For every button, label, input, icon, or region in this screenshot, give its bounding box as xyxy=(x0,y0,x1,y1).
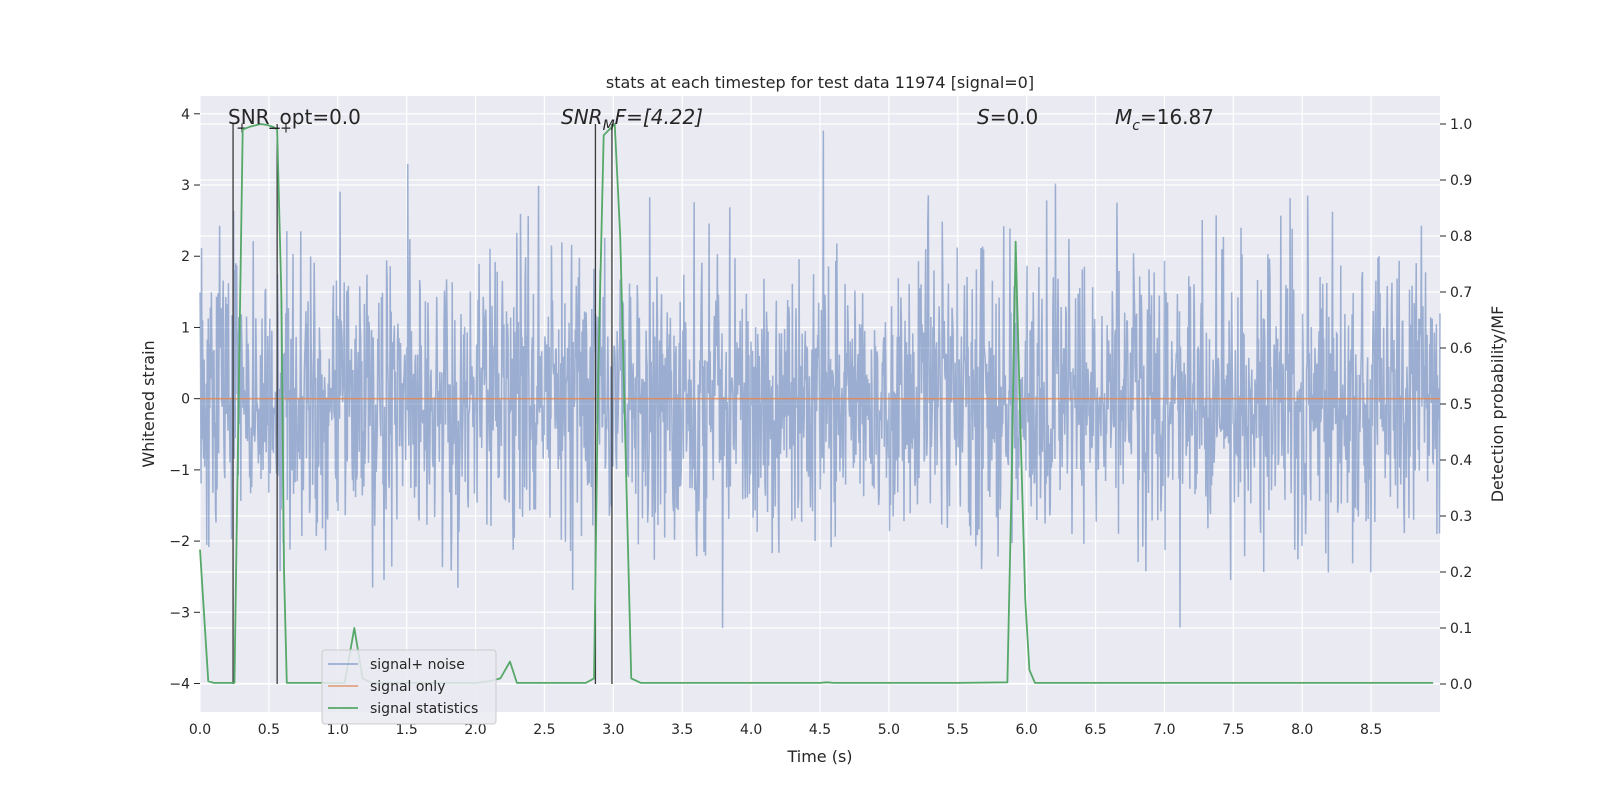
x-tick-label: 7.5 xyxy=(1222,722,1244,738)
legend-label-signal: signal only xyxy=(370,679,445,695)
y2-tick-label: 0.7 xyxy=(1450,285,1472,301)
y-tick-label: 4 xyxy=(181,107,190,123)
x-tick-label: 8.5 xyxy=(1360,722,1382,738)
y-tick-label: −1 xyxy=(169,463,190,479)
y2-tick-label: 0.4 xyxy=(1450,453,1472,469)
y-tick-label: 1 xyxy=(181,320,190,336)
x-tick-label: 0.0 xyxy=(189,722,211,738)
y2-tick-label: 0.3 xyxy=(1450,509,1472,525)
x-tick-label: 3.5 xyxy=(671,722,693,738)
x-tick-label: 6.0 xyxy=(1016,722,1038,738)
x-tick-label: 1.5 xyxy=(396,722,418,738)
x-tick-label: 7.0 xyxy=(1153,722,1175,738)
y-tick-label: −4 xyxy=(169,677,190,693)
y-axis-label: Whitened strain xyxy=(139,340,158,467)
event-marker-label: + xyxy=(280,120,292,136)
annotation-snr-mf: SNRMF=[4.22] xyxy=(561,105,703,134)
x-axis-ticks: 0.0 0.5 1.0 1.5 2.0 2.5 3.0 3.5 4.0 4.5 5.0 5.5 6.0 6… xyxy=(189,722,1382,738)
y-tick-label: 2 xyxy=(181,249,190,265)
y-axis-ticks: 4 3 2 1 0 −1 −2 −3 −4 xyxy=(169,107,200,693)
x-tick-label: 1.0 xyxy=(327,722,349,738)
y2-tick-label: 0.8 xyxy=(1450,229,1472,245)
annotation-mc: Mc=16.87 xyxy=(1115,105,1214,134)
y2-axis-label: Detection probability/MF xyxy=(1488,306,1507,503)
x-tick-label: 4.0 xyxy=(740,722,762,738)
legend-box xyxy=(321,649,497,725)
annotation-mc-sub: c xyxy=(1132,118,1140,134)
annotation-snr-opt: SNR_opt=0.0 xyxy=(228,105,361,129)
x-tick-label: 2.0 xyxy=(464,722,486,738)
legend-label-stats: signal statistics xyxy=(370,701,478,717)
y-tick-label: −2 xyxy=(169,534,190,550)
series-signal-statistics xyxy=(199,123,1434,684)
y2-tick-label: 0.5 xyxy=(1450,397,1472,413)
x-axis-label: Time (s) xyxy=(786,747,852,766)
x-tick-label: 0.5 xyxy=(258,722,280,738)
y2-tick-label: 0.0 xyxy=(1450,677,1472,693)
x-tick-label: 4.5 xyxy=(809,722,831,738)
x-tick-label: 5.5 xyxy=(947,722,969,738)
annotation-s-rest: =0.0 xyxy=(990,105,1039,129)
chart-title: stats at each timestep for test data 119… xyxy=(606,73,1034,92)
legend: signal+ noise signal only signal statist… xyxy=(321,649,497,725)
y2-tick-label: 0.1 xyxy=(1450,621,1472,637)
x-tick-label: 5.0 xyxy=(878,722,900,738)
y-tick-label: −3 xyxy=(169,605,190,621)
annotation-s-main: S xyxy=(977,105,990,129)
legend-label-noise: signal+ noise xyxy=(370,657,465,673)
y2-tick-label: 0.6 xyxy=(1450,341,1472,357)
x-tick-label: 6.5 xyxy=(1084,722,1106,738)
y2-tick-label: 1.0 xyxy=(1450,117,1472,133)
annotation-snr-mf-main: SNR xyxy=(561,105,603,129)
y-tick-label: 0 xyxy=(181,392,190,408)
noise-trace xyxy=(199,130,1441,629)
y2-tick-label: 0.9 xyxy=(1450,173,1472,189)
annotation-s: S=0.0 xyxy=(977,105,1038,129)
annotation-mc-rest: =16.87 xyxy=(1140,105,1214,129)
y-tick-label: 3 xyxy=(181,178,190,194)
event-marker-label: + xyxy=(236,120,248,136)
y2-axis-ticks: 1.0 0.9 0.8 0.7 0.6 0.5 0.4 0.3 0.2 0.1 0.0 xyxy=(1440,117,1472,693)
x-tick-label: 8.0 xyxy=(1291,722,1313,738)
annotation-snr-mf-rest: F=[4.22] xyxy=(615,105,703,129)
x-tick-label: 3.0 xyxy=(602,722,624,738)
x-tick-label: 2.5 xyxy=(533,722,555,738)
series-signal-noise xyxy=(199,130,1441,629)
annotation-mc-main: M xyxy=(1115,105,1132,129)
annotation-snr-mf-sub: M xyxy=(603,118,615,134)
stats-line xyxy=(199,123,1434,684)
y2-tick-label: 0.2 xyxy=(1450,565,1472,581)
